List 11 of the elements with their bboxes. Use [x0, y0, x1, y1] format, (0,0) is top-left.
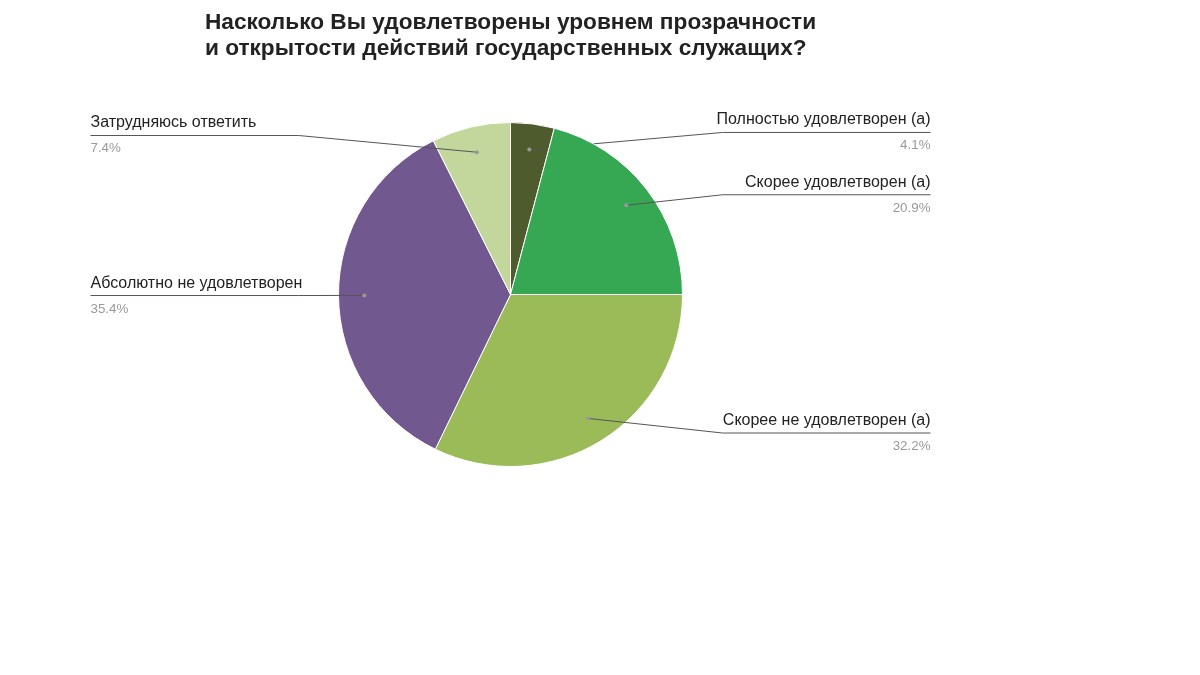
- data-label: 7.4%: [90, 140, 122, 156]
- data-label: 35.4%: [90, 300, 129, 316]
- data-label: 4.1%: [900, 137, 931, 153]
- chart-title: Насколько Вы удовлетворены уровнем прозрачности и открытости действий государственных служащих?: [204, 7, 817, 60]
- data-label: 20.9%: [892, 199, 931, 215]
- slice-label: Полностью удовлетворен (а): [716, 110, 931, 128]
- slice-label: Абсолютно не удовлетворен: [90, 273, 303, 291]
- slice-label: Скорее удовлетворен (а): [745, 172, 931, 190]
- slice-label: Скорее не удовлетворен (а): [722, 411, 931, 429]
- slice-label: Затрудняюсь ответить: [90, 113, 257, 131]
- data-label: 32.2%: [892, 438, 931, 454]
